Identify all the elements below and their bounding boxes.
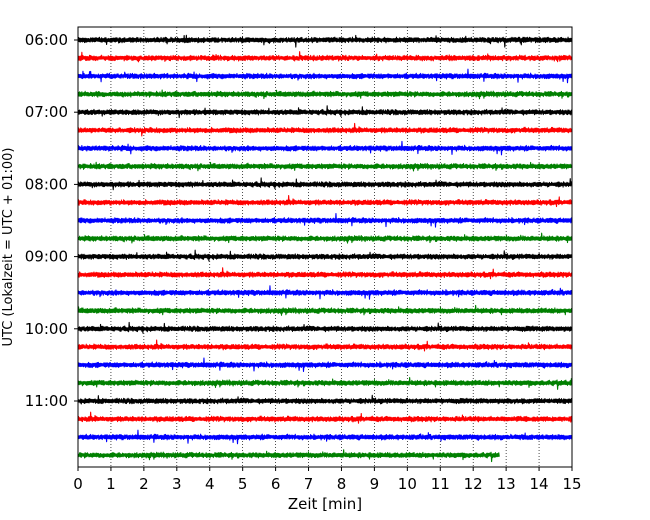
- trace-0915: [77, 267, 573, 280]
- trace-0600: [77, 34, 573, 48]
- trace-0700: [77, 105, 573, 119]
- x-tick-label: 0: [73, 475, 83, 493]
- trace-0930: [77, 285, 573, 300]
- trace-1100: [77, 394, 573, 405]
- trace-0645: [77, 89, 573, 100]
- trace-0800: [77, 177, 573, 191]
- trace-1145: [77, 449, 500, 463]
- x-tick-label: 2: [139, 475, 149, 493]
- y-axis-label: UTC (Lokalzeit = UTC + 01:00): [1, 148, 16, 347]
- trace-0630: [77, 68, 573, 84]
- y-tick-label: 11:00: [25, 392, 68, 410]
- x-tick-label: 13: [497, 475, 516, 493]
- x-ticks: 0 1 2 3 4 5 6 7 8 9 10 11 12 13 14 15: [73, 467, 582, 493]
- x-tick-label: 12: [464, 475, 483, 493]
- x-tick-label: 10: [398, 475, 417, 493]
- trace-0715: [77, 122, 573, 137]
- y-tick-label: 06:00: [25, 31, 68, 49]
- y-tick-label: 10:00: [25, 320, 68, 338]
- x-tick-label: 8: [337, 475, 347, 493]
- plot-frame: [77, 26, 573, 468]
- x-tick-label: 3: [172, 475, 182, 493]
- y-tick-label: 07:00: [25, 103, 68, 121]
- trace-0815: [77, 195, 573, 208]
- trace-0745: [77, 161, 573, 172]
- x-tick-label: 4: [205, 475, 215, 493]
- x-tick-label: 9: [370, 475, 380, 493]
- trace-0900: [77, 249, 573, 262]
- trace-group: [77, 34, 573, 463]
- trace-0845: [77, 232, 573, 244]
- x-tick-label: 1: [106, 475, 116, 493]
- x-tick-label: 11: [431, 475, 450, 493]
- trace-0830: [77, 213, 573, 228]
- trace-0730: [77, 140, 573, 156]
- trace-0615: [77, 51, 573, 63]
- trace-1000: [77, 321, 573, 334]
- x-tick-label: 6: [271, 475, 281, 493]
- trace-1030: [77, 357, 573, 373]
- y-tick-label: 08:00: [25, 175, 68, 193]
- x-axis-label: Zeit [min]: [288, 495, 362, 513]
- trace-1015: [77, 339, 573, 352]
- trace-1115: [77, 411, 573, 424]
- y-tick-label: 09:00: [25, 248, 68, 266]
- y-ticks: 06:00 07:00 08:00 09:00 10:00 11:00: [25, 31, 78, 410]
- x-tick-label: 15: [562, 475, 581, 493]
- trace-0945: [77, 304, 573, 316]
- trace-1045: [77, 377, 573, 390]
- x-grid: [110, 27, 540, 467]
- x-tick-label: 5: [238, 475, 248, 493]
- x-tick-label: 14: [530, 475, 549, 493]
- trace-1130: [77, 429, 573, 445]
- x-tick-label: 7: [304, 475, 314, 493]
